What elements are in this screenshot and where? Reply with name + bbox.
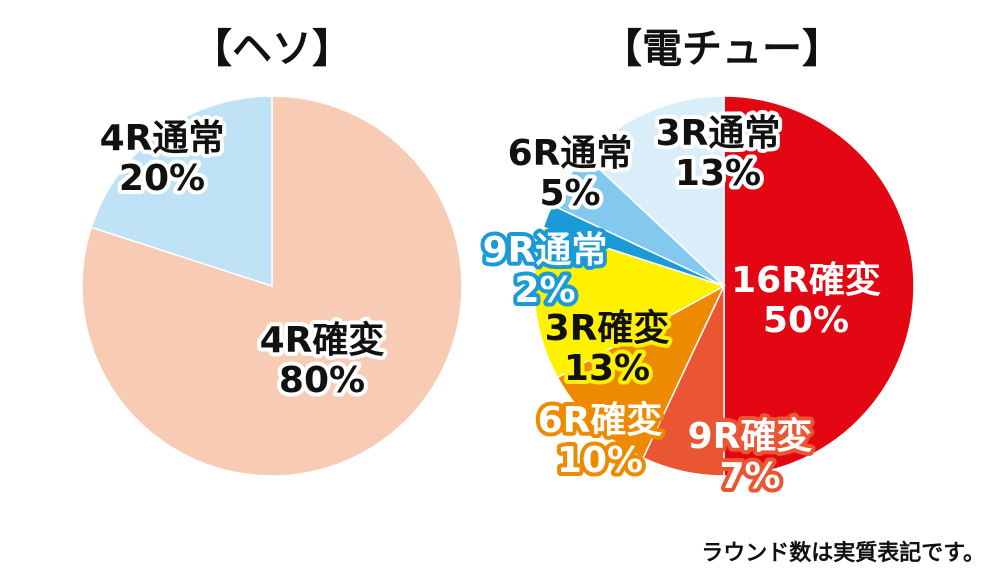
slice-name: 4R確変 [260, 319, 385, 361]
heso-labels: 4R確変 80% 4R通常 20% [96, 114, 389, 405]
heso-chart-title: 【ヘソ】 [192, 26, 352, 72]
slice-name: 6R通常 [508, 133, 633, 174]
heso-pie [81, 95, 463, 477]
slice-label: 3R通常 13% [656, 113, 781, 194]
slice-percent: 5% [539, 173, 600, 214]
slice-name: 3R確変 [545, 307, 670, 349]
slice-label: 9R確変 7% [688, 415, 813, 497]
slice-name: 3R通常 [656, 113, 781, 154]
slice-percent: 13% [564, 348, 650, 389]
slice-name: 9R通常 [483, 230, 608, 271]
slice-percent: 2% [514, 270, 575, 311]
slice-label: 3R確変 13% [545, 307, 670, 389]
slice-percent: 80% [279, 360, 365, 401]
slice-percent: 20% [119, 158, 205, 199]
slice-percent: 50% [763, 300, 849, 341]
pie-slice [533, 226, 726, 379]
slice-name: 6R確変 [538, 399, 663, 441]
slice-label: 6R確変 10% [538, 399, 663, 481]
slice-label: 4R確変 80% [260, 319, 385, 401]
slice-name: 16R確変 [731, 259, 881, 301]
denchu-labels: 16R確変 50%9R確変 7%6R確変 10%3R確変 13%9R通常 2%6R通常 5%… [479, 109, 885, 501]
slice-percent: 10% [557, 440, 643, 481]
slice-label: 16R確変 50% [731, 259, 881, 341]
slice-label: 4R通常 20% [100, 118, 225, 199]
footnote: ラウンド数は実質表記です。 [701, 540, 985, 566]
denchu-chart-title: 【電チュー】 [602, 26, 842, 72]
pie-slice [584, 95, 725, 288]
slice-label: 6R通常 5% [508, 133, 633, 214]
slice-name: 9R確変 [688, 415, 813, 457]
pie-slice [556, 284, 726, 459]
denchu-pie [533, 95, 915, 477]
slice-name: 4R通常 [100, 118, 225, 159]
slice-percent: 7% [719, 456, 780, 497]
pie-slice [723, 95, 915, 477]
slice-label: 9R通常 2% [483, 230, 608, 311]
pie-slice [90, 95, 273, 288]
slice-percent: 13% [675, 153, 761, 194]
